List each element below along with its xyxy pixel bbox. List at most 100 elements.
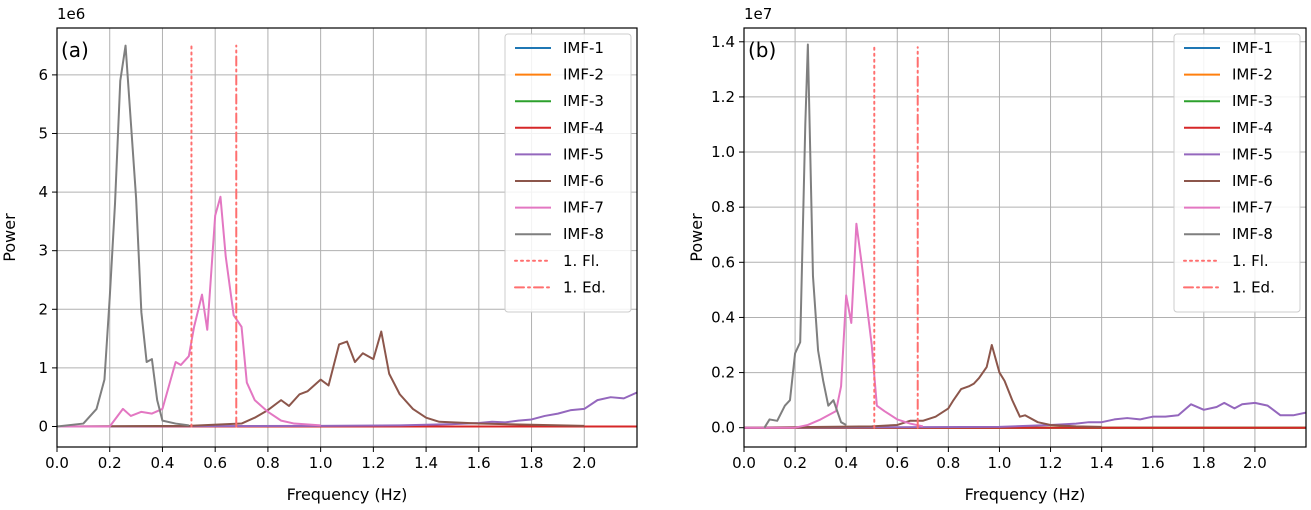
y-axis-label: Power: [0, 213, 19, 262]
legend-label: IMF-6: [1232, 172, 1273, 190]
legend-item: IMF-3: [1184, 92, 1273, 110]
plot-area: [744, 43, 1306, 429]
x-tick-label: 0.2: [783, 454, 807, 472]
legend-label: IMF-8: [1232, 225, 1273, 243]
legend-label: 1. Ed.: [563, 278, 606, 296]
legend: IMF-1 IMF-2 IMF-3 IMF-4 IMF-5 IMF-6 IMF-7 IMF-8…: [1173, 33, 1301, 313]
legend-label: IMF-5: [1232, 145, 1273, 163]
x-axis-label: Frequency (Hz): [287, 485, 408, 504]
x-tick-label: 0.8: [256, 454, 280, 472]
x-tick-label: 0.6: [203, 454, 227, 472]
legend-item: 1. Ed.: [1183, 278, 1275, 296]
series-line-imf-7: [57, 195, 321, 428]
legend-item: 1. Ed.: [514, 278, 606, 296]
legend-item: 1. Fl.: [1183, 252, 1269, 270]
y-axis-label: Power: [687, 213, 706, 262]
x-tick-label: 0.2: [98, 454, 122, 472]
legend-label: IMF-3: [1232, 92, 1273, 110]
legend-label: 1. Fl.: [1232, 252, 1269, 270]
x-tick-label: 1.8: [1192, 454, 1216, 472]
legend-label: IMF-6: [563, 172, 604, 190]
legend-item: 1. Fl.: [514, 252, 600, 270]
legend-item: IMF-1: [1184, 39, 1273, 57]
x-tick-label: 1.2: [361, 454, 385, 472]
chart-panel-0: 0.0 0.2 0.4 0.6 0.8 1.0 1.2 1.4 1.6 1.8 2.0 0 1 2 3 4 5 6…: [0, 5, 638, 504]
legend-item: IMF-7: [1184, 199, 1273, 217]
panel-label: (a): [61, 38, 89, 62]
y-tick-label: 1.4: [711, 33, 735, 51]
legend-item: IMF-4: [515, 119, 604, 137]
y-tick-label: 0.6: [711, 253, 735, 271]
x-tick-label: 1.6: [1141, 454, 1165, 472]
x-tick-label: 1.2: [1039, 454, 1063, 472]
panel-label: (b): [748, 38, 776, 62]
x-tick-label: 1.6: [467, 454, 491, 472]
x-tick-label: 1.0: [309, 454, 333, 472]
legend-item: IMF-8: [515, 225, 604, 243]
y-tick-label: 3: [38, 242, 48, 260]
legend-label: IMF-4: [1232, 119, 1273, 137]
legend-label: IMF-1: [1232, 39, 1273, 57]
y-tick-label: 5: [38, 124, 48, 142]
legend-label: IMF-1: [563, 39, 604, 57]
legend-label: IMF-5: [563, 145, 604, 163]
axes-frame: [56, 27, 638, 448]
legend-label: IMF-4: [563, 119, 604, 137]
x-tick-label: 0.4: [151, 454, 175, 472]
x-tick-label: 1.4: [1090, 454, 1114, 472]
x-tick-label: 2.0: [1243, 454, 1267, 472]
chart-panel-1: 0.0 0.2 0.4 0.6 0.8 1.0 1.2 1.4 1.6 1.8 2.0 0.0 0.2 0…: [687, 5, 1307, 504]
y-tick-label: 1.0: [711, 143, 735, 161]
x-tick-label: 0.6: [885, 454, 909, 472]
legend-item: IMF-3: [515, 92, 604, 110]
x-axis-label: Frequency (Hz): [965, 485, 1086, 504]
y-tick-label: 0.0: [711, 419, 735, 437]
x-tick-label: 0.0: [732, 454, 756, 472]
y-tick-label: 1: [38, 359, 48, 377]
series-line-imf-8: [763, 43, 847, 429]
legend-item: IMF-4: [1184, 119, 1273, 137]
y-tick-label: 0.2: [711, 364, 735, 382]
legend-label: IMF-8: [563, 225, 604, 243]
x-tick-label: 1.0: [988, 454, 1012, 472]
legend-item: IMF-8: [1184, 225, 1273, 243]
legend-item: IMF-5: [1184, 145, 1273, 163]
y-tick-label: 0.8: [711, 198, 735, 216]
y-tick-label: 6: [38, 66, 48, 84]
legend-label: IMF-7: [563, 199, 604, 217]
x-tick-label: 2.0: [572, 454, 596, 472]
y-tick-label: 0: [38, 417, 48, 435]
legend-label: IMF-7: [1232, 199, 1273, 217]
legend-item: IMF-1: [515, 39, 604, 57]
axes-frame: [743, 27, 1307, 448]
x-tick-label: 1.4: [414, 454, 438, 472]
legend-item: IMF-6: [515, 172, 604, 190]
legend-item: IMF-2: [1184, 66, 1273, 84]
legend-item: IMF-2: [515, 66, 604, 84]
x-tick-label: 1.8: [520, 454, 544, 472]
y-offset-text: 1e7: [744, 5, 772, 23]
x-tick-label: 0.8: [936, 454, 960, 472]
y-offset-text: 1e6: [57, 5, 85, 23]
series-line-imf-6: [744, 344, 1102, 429]
series-line-imf-7: [744, 222, 924, 429]
y-tick-label: 1.2: [711, 88, 735, 106]
legend-box: [1173, 33, 1301, 313]
legend-label: IMF-2: [563, 66, 604, 84]
series-line-imf-8: [57, 44, 189, 428]
x-tick-label: 0.0: [45, 454, 69, 472]
x-tick-label: 0.4: [834, 454, 858, 472]
y-tick-label: 4: [38, 183, 48, 201]
plot-area: [57, 44, 637, 428]
legend-label: IMF-3: [563, 92, 604, 110]
y-tick-label: 2: [38, 300, 48, 318]
legend-box: [504, 33, 632, 313]
legend-label: 1. Ed.: [1232, 278, 1275, 296]
series-line-imf-5: [744, 401, 1306, 429]
legend-item: IMF-7: [515, 199, 604, 217]
legend-item: IMF-5: [515, 145, 604, 163]
y-tick-label: 0.4: [711, 308, 735, 326]
series-line-imf-6: [57, 330, 585, 428]
series-line-imf-5: [57, 391, 637, 428]
